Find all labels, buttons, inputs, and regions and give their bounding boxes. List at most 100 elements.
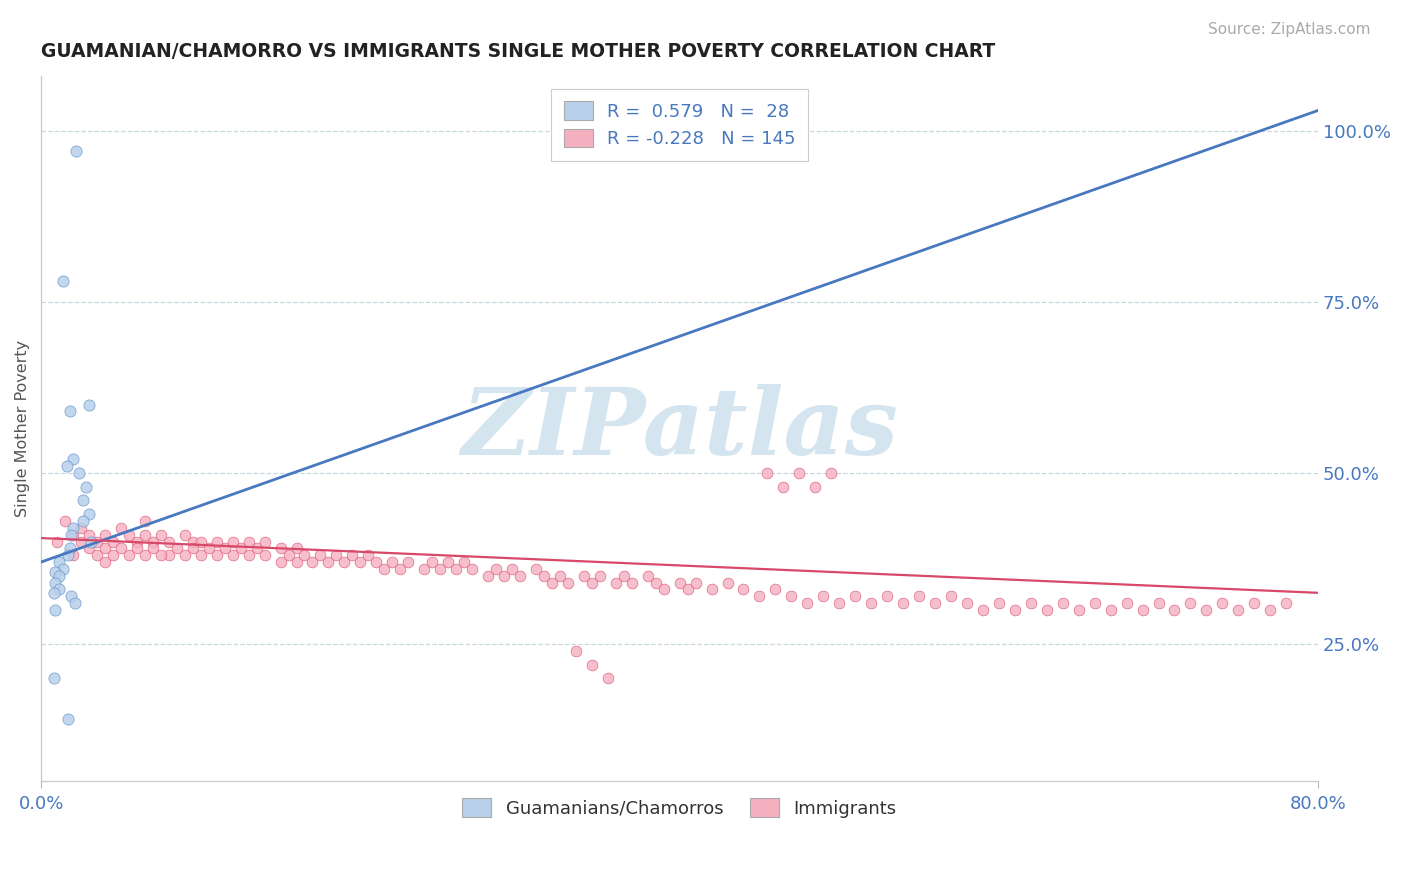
- Point: [101, 548, 124, 562]
- Point: [253, 548, 276, 562]
- Point: [541, 575, 564, 590]
- Point: [52, 275, 75, 289]
- Point: [94, 541, 117, 556]
- Point: [860, 596, 883, 610]
- Point: [197, 541, 219, 556]
- Point: [685, 575, 707, 590]
- Point: [77, 507, 100, 521]
- Point: [221, 534, 243, 549]
- Point: [939, 589, 962, 603]
- Point: [501, 562, 523, 576]
- Point: [190, 548, 212, 562]
- Point: [166, 541, 188, 556]
- Text: ZIPatlas: ZIPatlas: [461, 384, 898, 474]
- Point: [1036, 603, 1059, 617]
- Point: [70, 534, 93, 549]
- Point: [157, 534, 180, 549]
- Point: [891, 596, 914, 610]
- Point: [142, 534, 165, 549]
- Point: [149, 527, 172, 541]
- Y-axis label: Single Mother Poverty: Single Mother Poverty: [15, 340, 30, 517]
- Point: [1258, 603, 1281, 617]
- Point: [733, 582, 755, 597]
- Point: [214, 541, 236, 556]
- Point: [72, 514, 94, 528]
- Point: [763, 582, 786, 597]
- Point: [613, 568, 636, 582]
- Point: [1099, 603, 1122, 617]
- Point: [110, 541, 132, 556]
- Point: [437, 555, 460, 569]
- Point: [772, 480, 794, 494]
- Point: [1147, 596, 1170, 610]
- Point: [813, 589, 835, 603]
- Point: [190, 534, 212, 549]
- Point: [524, 562, 547, 576]
- Point: [44, 603, 66, 617]
- Point: [62, 521, 84, 535]
- Point: [42, 586, 65, 600]
- Point: [118, 548, 141, 562]
- Point: [62, 527, 84, 541]
- Point: [55, 459, 77, 474]
- Point: [301, 555, 323, 569]
- Point: [70, 521, 93, 535]
- Point: [796, 596, 818, 610]
- Point: [605, 575, 627, 590]
- Point: [908, 589, 931, 603]
- Point: [125, 534, 148, 549]
- Point: [780, 589, 803, 603]
- Point: [453, 555, 475, 569]
- Point: [676, 582, 699, 597]
- Point: [1019, 596, 1042, 610]
- Point: [277, 548, 299, 562]
- Point: [572, 568, 595, 582]
- Point: [333, 555, 356, 569]
- Point: [58, 548, 80, 562]
- Point: [142, 541, 165, 556]
- Point: [238, 548, 260, 562]
- Point: [46, 534, 69, 549]
- Point: [342, 548, 364, 562]
- Point: [44, 566, 66, 580]
- Point: [876, 589, 898, 603]
- Point: [58, 713, 80, 727]
- Point: [77, 541, 100, 556]
- Point: [53, 514, 76, 528]
- Point: [134, 527, 156, 541]
- Point: [381, 555, 404, 569]
- Point: [700, 582, 723, 597]
- Point: [101, 534, 124, 549]
- Point: [548, 568, 571, 582]
- Point: [1163, 603, 1185, 617]
- Point: [1004, 603, 1026, 617]
- Point: [1052, 596, 1074, 610]
- Point: [173, 527, 195, 541]
- Point: [477, 568, 499, 582]
- Point: [59, 404, 82, 418]
- Point: [48, 555, 70, 569]
- Point: [789, 466, 811, 480]
- Point: [238, 534, 260, 549]
- Point: [581, 575, 603, 590]
- Point: [533, 568, 555, 582]
- Point: [285, 555, 308, 569]
- Point: [1195, 603, 1218, 617]
- Point: [62, 548, 84, 562]
- Point: [86, 548, 108, 562]
- Point: [94, 527, 117, 541]
- Text: Source: ZipAtlas.com: Source: ZipAtlas.com: [1208, 22, 1371, 37]
- Point: [565, 644, 588, 658]
- Point: [644, 575, 666, 590]
- Point: [581, 657, 603, 672]
- Point: [396, 555, 419, 569]
- Point: [1211, 596, 1233, 610]
- Point: [77, 398, 100, 412]
- Point: [349, 555, 371, 569]
- Point: [716, 575, 738, 590]
- Point: [748, 589, 770, 603]
- Point: [492, 568, 515, 582]
- Point: [987, 596, 1010, 610]
- Point: [924, 596, 946, 610]
- Point: [1275, 596, 1298, 610]
